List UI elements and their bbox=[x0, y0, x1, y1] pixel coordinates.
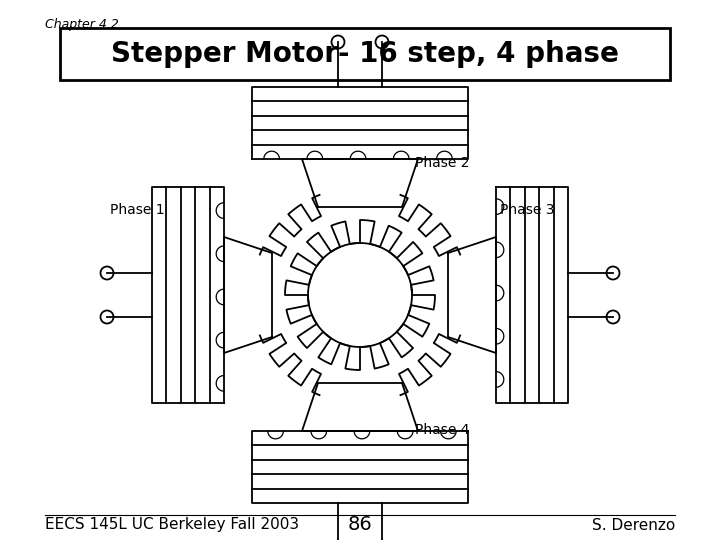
Text: Phase 3: Phase 3 bbox=[500, 203, 554, 217]
Text: Phase 1: Phase 1 bbox=[110, 203, 165, 217]
Bar bbox=[60, 28, 670, 80]
Text: 86: 86 bbox=[348, 516, 372, 535]
Text: Phase 2: Phase 2 bbox=[415, 156, 469, 170]
Text: Chapter 4.2: Chapter 4.2 bbox=[45, 18, 119, 31]
Text: Stepper Motor- 16 step, 4 phase: Stepper Motor- 16 step, 4 phase bbox=[111, 40, 619, 68]
Text: Phase 4: Phase 4 bbox=[415, 423, 469, 437]
Text: S. Derenzo: S. Derenzo bbox=[592, 517, 675, 532]
Text: EECS 145L UC Berkeley Fall 2003: EECS 145L UC Berkeley Fall 2003 bbox=[45, 517, 299, 532]
